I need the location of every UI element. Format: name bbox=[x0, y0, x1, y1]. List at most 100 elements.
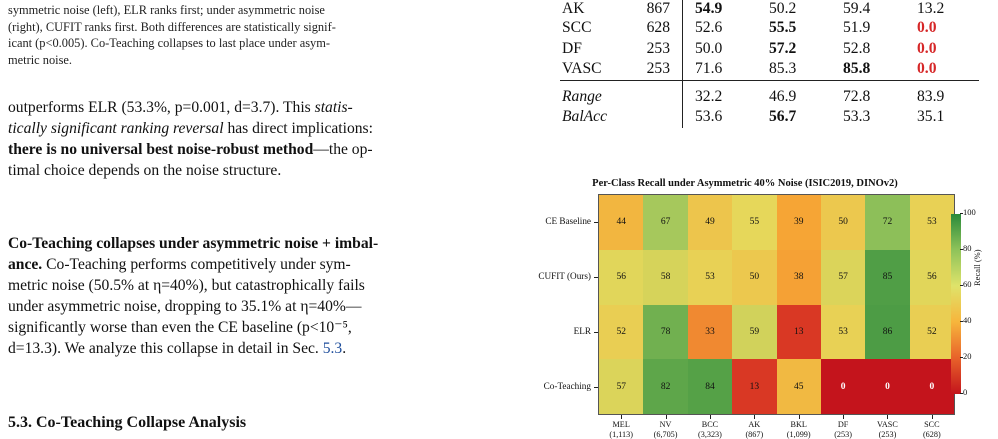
table-cell: Range bbox=[560, 80, 626, 107]
table-row: BalAcc 53.6 56.7 53.3 35.1 bbox=[560, 107, 979, 128]
table-cell: VASC bbox=[560, 59, 626, 80]
colorbar-tick: 60 bbox=[963, 279, 972, 289]
table-row: SCC 628 52.6 55.5 51.9 0.0 bbox=[560, 18, 979, 39]
heatmap-row-label: CE Baseline bbox=[501, 216, 591, 226]
table-cell: 56.7 bbox=[757, 107, 831, 128]
heatmap-column-label: BCC(3,323) bbox=[688, 420, 732, 439]
heatmap-column-label: VASC(253) bbox=[865, 420, 909, 439]
table-cell: 867 bbox=[626, 0, 683, 18]
column-name: AK bbox=[732, 420, 776, 430]
heatmap-cell: 56 bbox=[599, 250, 643, 305]
table-cell: 83.9 bbox=[905, 80, 979, 107]
heatmap-cell: 85 bbox=[865, 250, 909, 305]
colorbar-tick: 0 bbox=[963, 387, 967, 397]
heatmap-cell: 0 bbox=[865, 359, 909, 414]
heatmap-column-label: MEL(1,113) bbox=[599, 420, 643, 439]
heatmap-cell: 13 bbox=[777, 305, 821, 360]
heatmap-cell: 84 bbox=[688, 359, 732, 414]
heatmap-column-label: BKL(1,099) bbox=[777, 420, 821, 439]
column-tick bbox=[843, 415, 844, 419]
table-row: DF 253 50.0 57.2 52.8 0.0 bbox=[560, 39, 979, 60]
table-cell: 628 bbox=[626, 18, 683, 39]
table-cell: 0.0 bbox=[905, 18, 979, 39]
text: Co-Teaching performs competitively under… bbox=[42, 256, 351, 273]
heatmap-cell: 55 bbox=[732, 195, 776, 250]
heatmap-column-label: AK(867) bbox=[732, 420, 776, 439]
section-link[interactable]: 5.3 bbox=[323, 340, 343, 357]
column-count: (628) bbox=[910, 430, 954, 439]
heatmap-cell: 82 bbox=[643, 359, 687, 414]
table-cell: 85.3 bbox=[757, 59, 831, 80]
heatmap-cell: 49 bbox=[688, 195, 732, 250]
heatmap-cell: 57 bbox=[821, 250, 865, 305]
text: metric noise (50.5% at η=40%), but catas… bbox=[8, 275, 478, 296]
table-cell: 52.8 bbox=[831, 39, 905, 60]
text: significantly worse than even the CE bas… bbox=[8, 317, 478, 338]
text: d=13.3). We analyze this collapse in det… bbox=[8, 340, 323, 357]
column-name: NV bbox=[644, 420, 688, 430]
text: there is no universal best noise-robust … bbox=[8, 141, 313, 158]
heatmap-cell: 67 bbox=[643, 195, 687, 250]
table-row: AK 867 54.9 50.2 59.4 13.2 bbox=[560, 0, 979, 18]
text: . bbox=[342, 340, 346, 357]
heatmap-cell: 72 bbox=[865, 195, 909, 250]
table-cell bbox=[626, 80, 683, 107]
coteaching-paragraph: Co-Teaching collapses under asymmetric n… bbox=[8, 233, 478, 359]
table-cell: 0.0 bbox=[905, 39, 979, 60]
column-count: (867) bbox=[732, 430, 776, 439]
table-cell: 51.9 bbox=[831, 18, 905, 39]
caption-line: symmetric noise (left), ELR ranks first;… bbox=[8, 2, 478, 19]
column-count: (3,323) bbox=[688, 430, 732, 439]
column-count: (6,705) bbox=[644, 430, 688, 439]
heatmap-cell: 0 bbox=[821, 359, 865, 414]
table-cell bbox=[626, 107, 683, 128]
column-tick bbox=[621, 415, 622, 419]
colorbar-tick: 20 bbox=[963, 351, 972, 361]
table-cell: BalAcc bbox=[560, 107, 626, 128]
row-tick bbox=[594, 222, 598, 223]
colorbar-tick: 40 bbox=[963, 315, 972, 325]
colorbar bbox=[951, 214, 961, 394]
column-count: (253) bbox=[865, 430, 909, 439]
column-name: SCC bbox=[910, 420, 954, 430]
column-tick bbox=[932, 415, 933, 419]
caption-line: (right), CUFIT ranks first. Both differe… bbox=[8, 19, 478, 36]
text: has direct implications: bbox=[224, 120, 373, 137]
column-name: VASC bbox=[865, 420, 909, 430]
section-heading: 5.3. Co-Teaching Collapse Analysis bbox=[8, 414, 246, 432]
heatmap-cell: 13 bbox=[732, 359, 776, 414]
colorbar-label: Recall (%) bbox=[972, 249, 982, 286]
text: tically significant ranking reversal bbox=[8, 120, 224, 137]
column-name: DF bbox=[821, 420, 865, 430]
table-cell: 53.3 bbox=[831, 107, 905, 128]
heatmap-cell: 38 bbox=[777, 250, 821, 305]
heatmap-cell: 59 bbox=[732, 305, 776, 360]
heatmap-cell: 86 bbox=[865, 305, 909, 360]
heatmap-title: Per-Class Recall under Asymmetric 40% No… bbox=[555, 178, 935, 189]
heatmap-cell: 53 bbox=[821, 305, 865, 360]
heatmap-column-label: DF(253) bbox=[821, 420, 865, 439]
table-cell: 253 bbox=[626, 59, 683, 80]
row-tick bbox=[594, 387, 598, 388]
table-cell: 253 bbox=[626, 39, 683, 60]
colorbar-tick: 100 bbox=[963, 207, 976, 217]
caption-line: metric noise. bbox=[8, 52, 478, 69]
table-cell: 35.1 bbox=[905, 107, 979, 128]
column-tick bbox=[666, 415, 667, 419]
table-cell: 13.2 bbox=[905, 0, 979, 18]
column-name: MEL bbox=[599, 420, 643, 430]
heatmap-row-label: Co-Teaching bbox=[501, 381, 591, 391]
table-cell: 71.6 bbox=[683, 59, 758, 80]
heatmap-column-label: SCC(628) bbox=[910, 420, 954, 439]
table-cell: AK bbox=[560, 0, 626, 18]
heatmap-cell: 78 bbox=[643, 305, 687, 360]
table-cell: 50.0 bbox=[683, 39, 758, 60]
heatmap-cell: 0 bbox=[910, 359, 954, 414]
heatmap-cell: 39 bbox=[777, 195, 821, 250]
table-cell: 50.2 bbox=[757, 0, 831, 18]
heatmap-cell: 52 bbox=[910, 305, 954, 360]
heatmap-cell: 33 bbox=[688, 305, 732, 360]
table-cell: 52.6 bbox=[683, 18, 758, 39]
text: under asymmetric noise, dropping to 35.1… bbox=[8, 296, 478, 317]
